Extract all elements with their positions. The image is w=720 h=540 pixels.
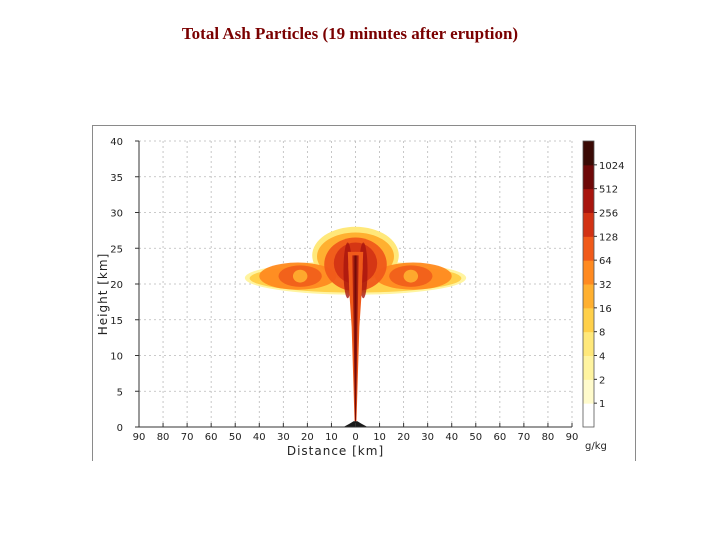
plume-region — [292, 269, 308, 283]
chart-svg: 0 5 10 15 20 25 30 35 40 90 80 70 60 50 40 30 20 10 0 10 20 3… — [96, 137, 624, 458]
x-tick-label: 0 — [352, 432, 358, 443]
x-tick-label: 60 — [493, 432, 506, 443]
colorbar-label: 64 — [599, 256, 612, 267]
y-tick-label: 20 — [110, 280, 123, 291]
colorbar-bin — [583, 403, 594, 428]
colorbar-bin — [583, 284, 594, 309]
x-tick-label: 10 — [373, 432, 386, 443]
axes: 0 5 10 15 20 25 30 35 40 90 80 70 60 50 40 30 20 10 0 10 20 3… — [96, 137, 578, 458]
y-tick-label: 0 — [117, 423, 123, 434]
colorbar-label: 1024 — [599, 161, 624, 172]
x-tick-label: 80 — [157, 432, 170, 443]
colorbar-unit: g/kg — [585, 441, 607, 452]
colorbar-bin — [583, 379, 594, 404]
colorbar-label: 2 — [599, 375, 605, 386]
plume-region — [403, 269, 419, 283]
ash-plume — [244, 226, 467, 427]
y-tick-label: 40 — [110, 137, 123, 148]
colorbar-bin — [583, 331, 594, 356]
colorbar-label: 128 — [599, 232, 618, 243]
colorbar-label: 512 — [599, 185, 618, 196]
x-tick-label: 30 — [421, 432, 434, 443]
y-tick-label: 10 — [110, 352, 123, 363]
y-tick-label: 35 — [110, 173, 123, 184]
eruption-column-core — [352, 255, 359, 422]
x-tick-label: 40 — [445, 432, 458, 443]
colorbar-label: 16 — [599, 304, 612, 315]
colorbar-bin — [583, 164, 594, 190]
colorbar-label: 256 — [599, 209, 618, 220]
slide-title: Total Ash Particles (19 minutes after er… — [181, 24, 519, 43]
y-axis-title: Height [km] — [96, 253, 110, 335]
colorbar-bin — [583, 141, 594, 166]
colorbar-bin — [583, 307, 594, 333]
colorbar-bin — [583, 188, 594, 213]
x-tick-label: 10 — [325, 432, 338, 443]
x-tick-label: 20 — [397, 432, 410, 443]
y-tick-label: 30 — [110, 209, 123, 220]
y-tick-label: 25 — [110, 244, 123, 255]
x-tick-label: 70 — [181, 432, 194, 443]
x-tick-label: 50 — [229, 432, 242, 443]
colorbar-label: 1 — [599, 399, 605, 410]
colorbar-bin — [583, 236, 594, 261]
x-axis-title: Distance [km] — [287, 444, 384, 458]
x-tick-label: 80 — [542, 432, 555, 443]
x-tick-label: 40 — [253, 432, 266, 443]
y-tick-label: 15 — [110, 316, 123, 327]
y-tick-label: 5 — [117, 387, 123, 398]
colorbar-bin — [583, 355, 594, 380]
colorbar-label: 4 — [599, 352, 605, 363]
x-tick-label: 30 — [277, 432, 290, 443]
x-tick-label: 60 — [205, 432, 218, 443]
x-tick-label: 90 — [133, 432, 146, 443]
x-tick-label: 90 — [566, 432, 579, 443]
colorbar-bin — [583, 260, 594, 285]
chart-figure: 0 5 10 15 20 25 30 35 40 90 80 70 60 50 40 30 20 10 0 10 20 3… — [92, 125, 636, 461]
colorbar-bin — [583, 212, 594, 237]
colorbar-label: 32 — [599, 280, 612, 291]
x-tick-label: 70 — [518, 432, 531, 443]
colorbar-label: 8 — [599, 328, 605, 339]
colorbar: 1 2 4 8 16 32 64 128 256 512 1024 g/kg — [582, 140, 624, 452]
x-tick-label: 50 — [469, 432, 482, 443]
x-tick-label: 20 — [301, 432, 314, 443]
